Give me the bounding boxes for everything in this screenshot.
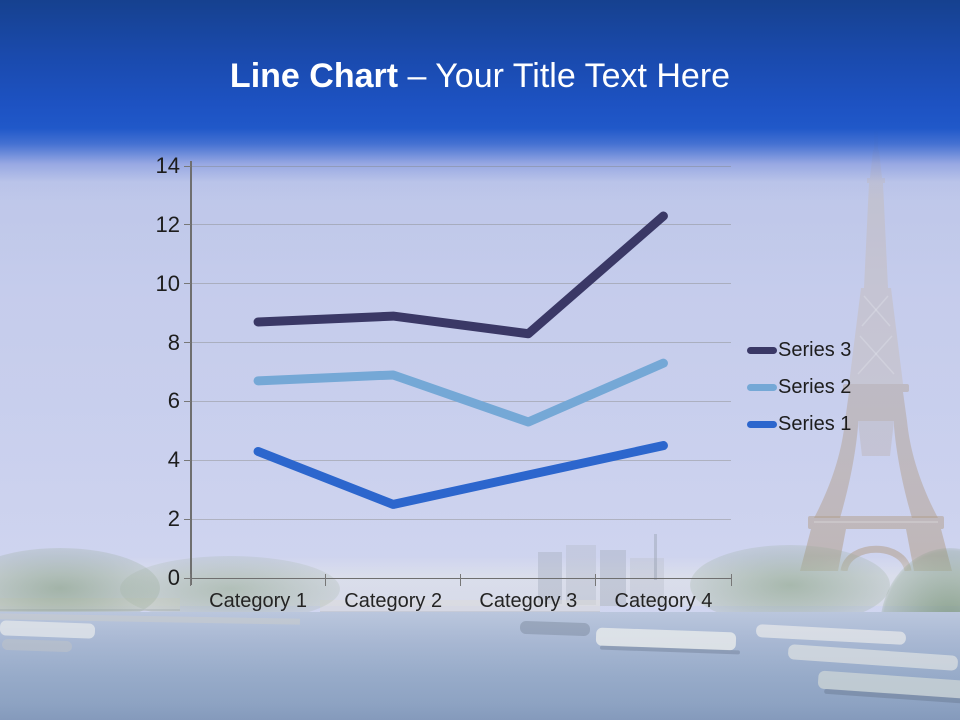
gridline (190, 165, 731, 167)
trees-right (690, 545, 890, 625)
slide-title-regular: – Your Title Text Here (407, 57, 731, 95)
y-tickmark (183, 283, 191, 285)
series-line-series-3[interactable] (253, 211, 668, 339)
y-tick-label: 2 (167, 506, 180, 532)
slide-title[interactable]: Line Chart – Your Title Text Here (0, 54, 960, 98)
slide-title-bold: Line Chart (229, 57, 399, 95)
legend-label: Series 3 (778, 339, 852, 361)
y-tickmark (183, 342, 191, 344)
x-tickmark (325, 574, 327, 586)
legend-item-series-3[interactable]: Series 3 (747, 332, 851, 369)
series-line-series-1[interactable] (253, 441, 668, 509)
x-category-label: Category 2 (344, 590, 443, 612)
building-shape (630, 558, 664, 606)
y-tickmark (183, 224, 191, 226)
title-band (0, 0, 960, 200)
x-tickmark (190, 574, 191, 586)
x-tickmark (460, 574, 462, 586)
y-tick-label: 10 (155, 270, 180, 296)
y-tickmark (183, 400, 191, 402)
legend-swatch (747, 421, 777, 428)
y-tick-label: 4 (167, 447, 180, 473)
x-tickmark (730, 574, 732, 586)
y-tickmark (183, 165, 191, 167)
y-tickmark (183, 577, 191, 579)
x-category-label: Category 4 (614, 590, 713, 612)
trees-left (120, 556, 340, 622)
legend-label: Series 2 (778, 376, 852, 398)
legend-swatch (747, 384, 777, 391)
y-tick-label: 12 (155, 211, 180, 237)
x-category-label: Category 3 (479, 590, 578, 612)
x-tickmark (595, 574, 597, 586)
legend-item-series-1[interactable]: Series 1 (747, 406, 851, 443)
gridline (190, 459, 731, 461)
legend-swatch (747, 347, 777, 354)
chart-legend: Series 3 Series 2 Series 1 (747, 332, 851, 443)
y-tick-label: 6 (167, 388, 180, 414)
x-category-label: Category 1 (209, 590, 307, 612)
gridline (190, 518, 731, 520)
gridline (190, 224, 731, 226)
y-tick-label: 0 (167, 565, 180, 590)
legend-item-series-2[interactable]: Series 2 (747, 369, 851, 406)
y-axis-line (190, 161, 192, 585)
building-shape (566, 545, 596, 605)
series-line-series-2[interactable] (253, 358, 668, 427)
gridline (190, 283, 731, 285)
y-tickmark (183, 518, 191, 520)
y-tick-label: 8 (167, 329, 180, 355)
y-tick-label: 14 (155, 153, 180, 178)
legend-label: Series 1 (778, 413, 852, 435)
gridline (190, 342, 731, 344)
y-tickmark (183, 459, 191, 461)
building-spire (654, 534, 657, 580)
